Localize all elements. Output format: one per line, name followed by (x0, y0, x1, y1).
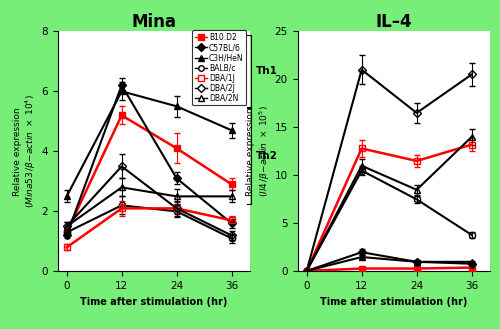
X-axis label: Time after stimulation (hr): Time after stimulation (hr) (320, 297, 468, 307)
Legend: B10.D2, C57BL/6, C3H/HeN, BALB/c, DBA/1J, DBA/2J, DBA/2N: B10.D2, C57BL/6, C3H/HeN, BALB/c, DBA/1J… (192, 30, 246, 106)
X-axis label: Time after stimulation (hr): Time after stimulation (hr) (80, 297, 228, 307)
Text: Th1: Th1 (256, 65, 278, 76)
Text: Th2: Th2 (256, 151, 278, 161)
Title: Mina: Mina (131, 13, 176, 31)
Y-axis label: Relative expression
$(Mina53\,/\beta\mathit{-actin}\ \times\ 10^4)$: Relative expression $(Mina53\,/\beta\mat… (13, 94, 38, 208)
Y-axis label: Relative expression
$(Il4\,/\beta\mathit{-actin}\ \times\ 10^5)$: Relative expression $(Il4\,/\beta\mathit… (246, 105, 272, 197)
Title: IL–4: IL–4 (376, 13, 412, 31)
